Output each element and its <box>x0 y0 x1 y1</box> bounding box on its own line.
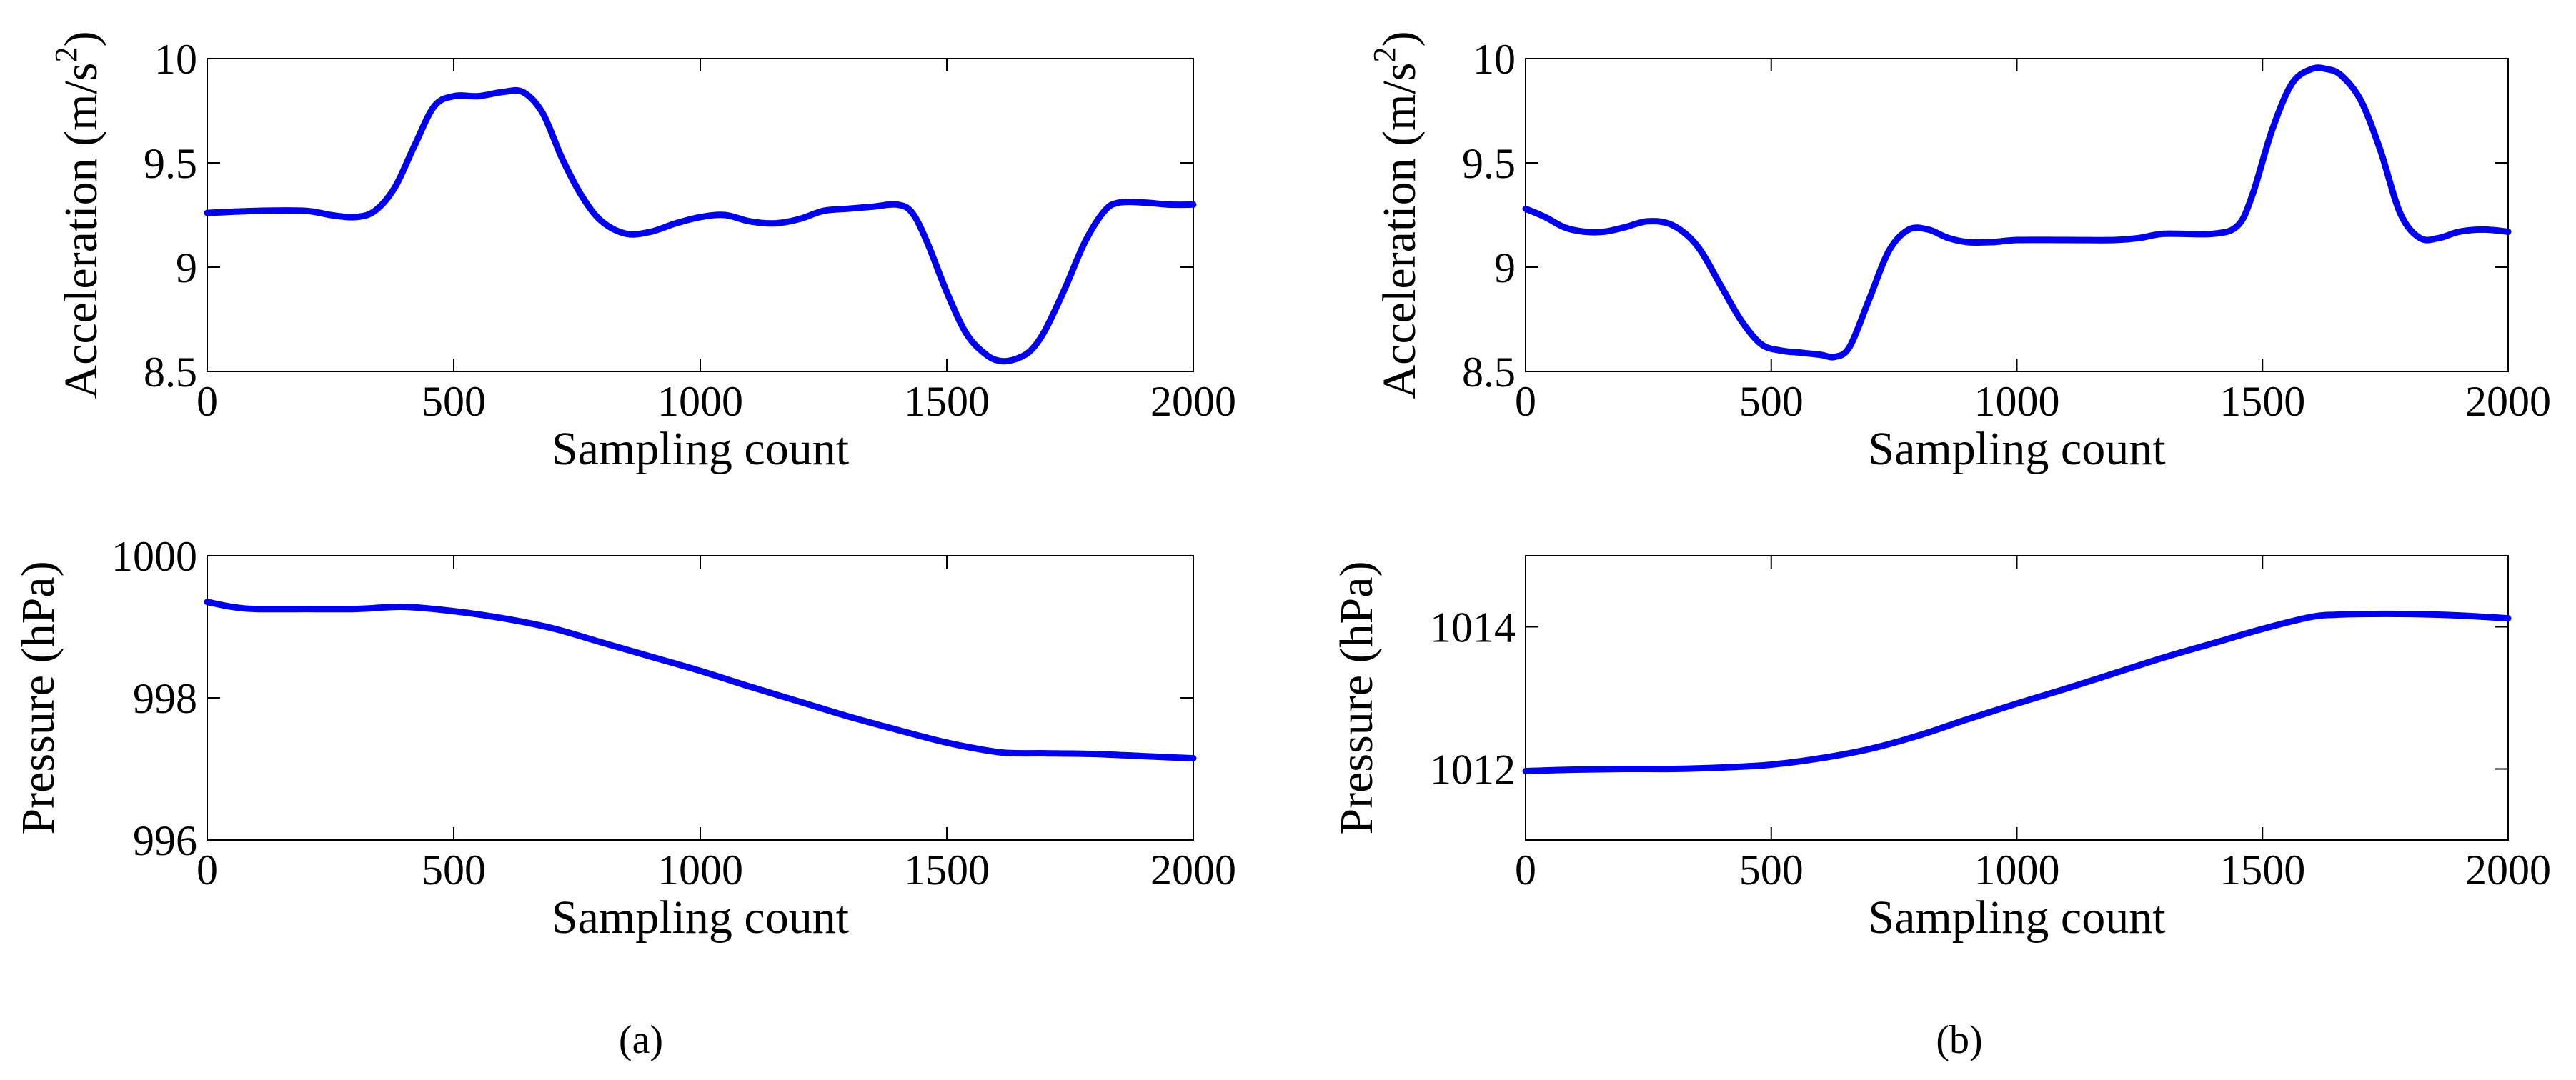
chart-a-top-xtick-label-4: 2000 <box>1150 378 1236 425</box>
chart-b-top: 0 500 1000 1500 2000 8.5 9 9.5 10 Sampling count A… <box>1367 31 2551 475</box>
chart-a-top-xtick-label-3: 1500 <box>904 378 990 425</box>
chart-a-top-ytick-label-3: 10 <box>154 36 197 83</box>
chart-a-bottom-xtick-label-0: 0 <box>197 846 218 894</box>
chart-b-bottom-ytick-label-1: 1014 <box>1430 604 1516 651</box>
chart-b-bottom-ylabel: Pressure (hPa) <box>1331 561 1383 834</box>
chart-b-top-ytick-label-3: 10 <box>1473 36 1516 83</box>
chart-a-top-xtick-label-0: 0 <box>197 378 218 425</box>
chart-a-top-ylabel-superscript: 2 <box>49 47 84 63</box>
chart-b-top-ylabel: Acceleration (m/s2) <box>1367 31 1426 399</box>
chart-b-top-ylabel-text: Acceleration (m/s <box>1373 63 1426 399</box>
chart-a-top-xtick-label-1: 500 <box>422 378 486 425</box>
chart-b-top-xtick-label-3: 1500 <box>2219 378 2305 425</box>
chart-b-bottom-xtick-label-3: 1500 <box>2219 846 2305 894</box>
chart-b-bottom-xlabel: Sampling count <box>1868 891 2165 944</box>
chart-b-top-ytick-label-0: 8.5 <box>1462 349 1516 396</box>
chart-b-top-xtick-label-1: 500 <box>1739 378 1804 425</box>
chart-b-bottom: 0 500 1000 1500 2000 1012 1014 Sampling count Pr… <box>1331 555 2551 944</box>
chart-b-top-series-line-0 <box>1522 64 2512 361</box>
chart-a-bottom-xlabel: Sampling count <box>552 891 849 944</box>
caption-b: (b) <box>1936 1018 1982 1062</box>
chart-a-bottom-ytick-label-2: 1000 <box>111 533 197 580</box>
chart-b-bottom-xtick-label-1: 500 <box>1739 846 1804 894</box>
chart-b-top-xtick-label-2: 1000 <box>1974 378 2060 425</box>
chart-a-top: 0 500 1000 1500 2000 8.5 9 9.5 10 Sampling count A… <box>49 31 1236 475</box>
chart-a-bottom-xtick-label-2: 1000 <box>657 846 743 894</box>
chart-b-top-xtick-label-0: 0 <box>1515 378 1536 425</box>
chart-a-bottom-xtick-label-3: 1500 <box>904 846 990 894</box>
chart-a-bottom-xtick-label-4: 2000 <box>1150 846 1236 894</box>
chart-a-bottom-ytick-label-0: 996 <box>133 817 197 864</box>
chart-a-bottom-ylabel-text: Pressure (hPa) <box>12 561 64 834</box>
chart-b-bottom-xtick-label-2: 1000 <box>1974 846 2060 894</box>
chart-a-top-ytick-label-0: 8.5 <box>144 349 197 396</box>
chart-a-top-ylabel: Acceleration (m/s2) <box>49 31 107 399</box>
chart-b-top-ytick-label-2: 9.5 <box>1462 140 1516 187</box>
chart-a-top-xtick-label-2: 1000 <box>657 378 743 425</box>
chart-a-bottom-series-line-0 <box>204 599 1197 762</box>
chart-b-bottom-series-line-0 <box>1522 610 2512 774</box>
chart-a-top-ytick-label-2: 9.5 <box>144 140 197 187</box>
caption-a: (a) <box>619 1018 663 1062</box>
chart-a-top-ylabel-suffix: ) <box>55 31 107 47</box>
chart-b-bottom-xtick-label-4: 2000 <box>2465 846 2551 894</box>
chart-a-bottom-xtick-label-1: 500 <box>422 846 486 894</box>
chart-b-bottom-ylabel-text: Pressure (hPa) <box>1331 561 1383 834</box>
chart-b-bottom-xtick-label-0: 0 <box>1515 846 1536 894</box>
chart-b-top-xlabel: Sampling count <box>1868 423 2165 475</box>
chart-b-top-ylabel-suffix: ) <box>1373 31 1426 47</box>
chart-a-bottom-ytick-label-1: 998 <box>133 675 197 722</box>
chart-a-top-ytick-label-1: 9 <box>176 244 197 291</box>
chart-b-top-ytick-label-1: 9 <box>1494 244 1516 291</box>
chart-b-top-xtick-label-4: 2000 <box>2465 378 2551 425</box>
chart-a-top-ylabel-text: Acceleration (m/s <box>55 63 107 399</box>
chart-b-top-ylabel-superscript: 2 <box>1367 47 1402 63</box>
chart-a-top-series-line-0 <box>204 86 1197 365</box>
chart-a-top-xlabel: Sampling count <box>552 423 849 475</box>
chart-a-bottom-ylabel: Pressure (hPa) <box>12 561 64 834</box>
chart-b-bottom-ytick-label-0: 1012 <box>1430 746 1516 794</box>
